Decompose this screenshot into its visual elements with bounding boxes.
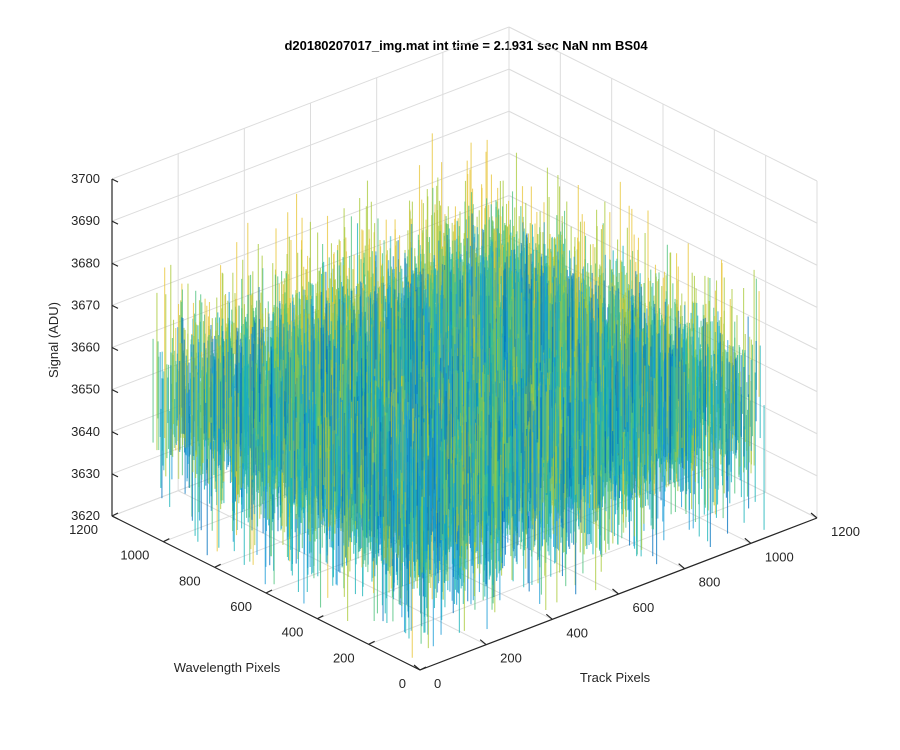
chart-title: d20180207017_img.mat int time = 2.1931 s… <box>284 38 648 53</box>
grid-line <box>508 26 818 182</box>
surface-mesh <box>152 133 765 658</box>
grid-line <box>508 110 818 266</box>
grid-line <box>111 26 510 180</box>
grid-line <box>508 195 818 350</box>
grid-line <box>111 68 510 222</box>
grid-line <box>508 68 818 224</box>
grid-line <box>508 152 818 308</box>
grid-line <box>111 110 510 264</box>
